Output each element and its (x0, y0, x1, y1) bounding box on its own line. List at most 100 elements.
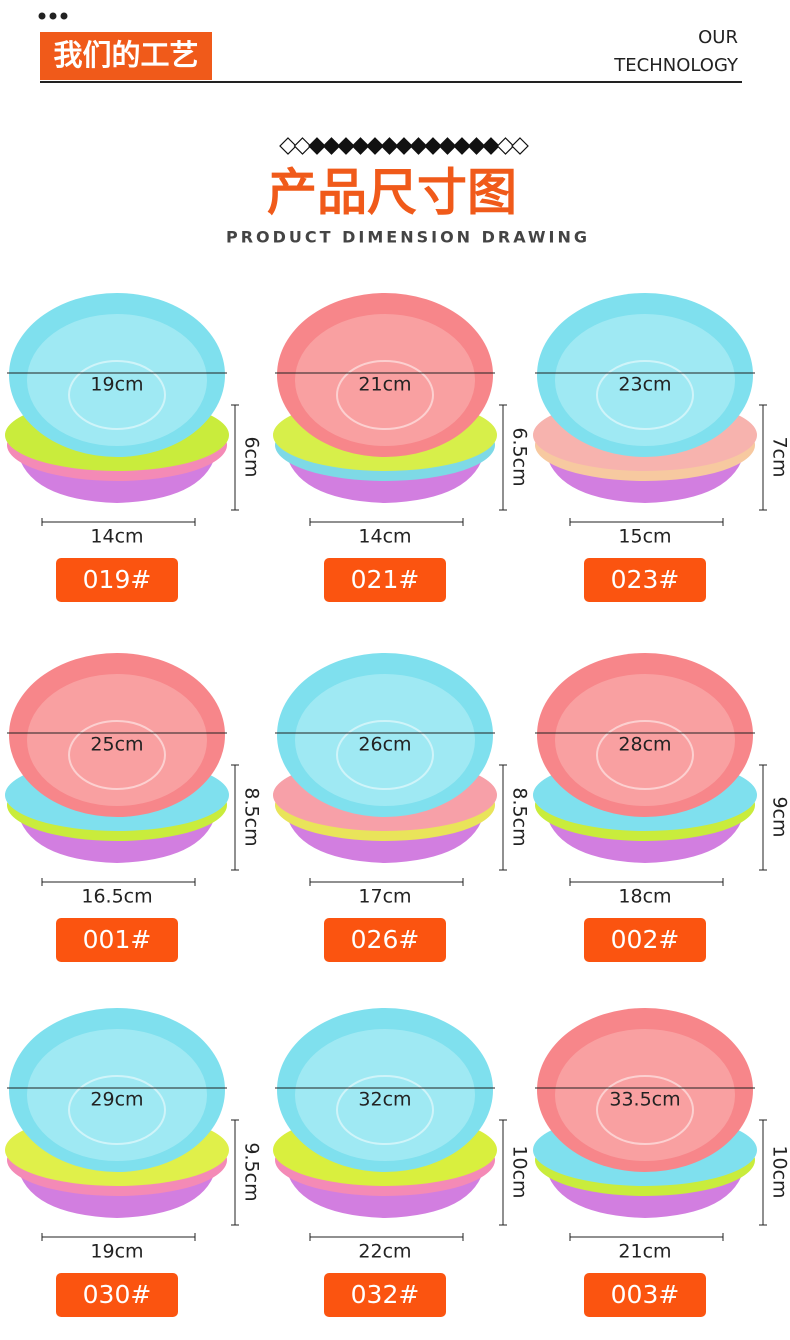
product-code: 021# (351, 565, 420, 594)
product-card: 32cm 10cm 22cm 032# (273, 1008, 531, 1317)
bottom-diameter: 14cm (358, 526, 411, 548)
bowl-base (336, 720, 434, 790)
code-badge (584, 1273, 706, 1317)
bowl-inner (27, 314, 207, 446)
header-badge (40, 32, 212, 80)
bottom-diameter: 21cm (618, 1241, 671, 1263)
code-badge (324, 918, 446, 962)
diamond (293, 137, 312, 155)
height: 10cm (769, 1145, 790, 1198)
bowl-inner (555, 1029, 735, 1161)
top-diameter: 23cm (618, 374, 671, 396)
diamond (322, 137, 341, 155)
bottom-diameter: 15cm (618, 526, 671, 548)
top-diameter: 28cm (618, 734, 671, 756)
bowl-inner (295, 314, 475, 446)
diamond (308, 137, 326, 155)
section-subtitle: PRODUCT DIMENSION DRAWING (226, 228, 590, 247)
bowl-base (68, 360, 166, 430)
header-title: 我们的工艺 (53, 38, 198, 72)
top-diameter: 33.5cm (609, 1089, 680, 1111)
code-badge (56, 558, 178, 602)
product-card: 26cm 8.5cm 17cm 026# (273, 653, 531, 962)
header-subtitle: OUR (698, 27, 738, 48)
height: 10cm (509, 1145, 531, 1198)
code-badge (324, 558, 446, 602)
dot (38, 12, 46, 20)
product-card: 25cm 8.5cm 16.5cm 001# (5, 653, 263, 962)
bowl-base (596, 360, 694, 430)
height: 8.5cm (509, 787, 531, 846)
code-badge (584, 918, 706, 962)
top-diameter: 25cm (90, 734, 143, 756)
top-diameter: 29cm (90, 1089, 143, 1111)
product-code: 019# (83, 565, 152, 594)
bottom-diameter: 22cm (358, 1241, 411, 1263)
diamond-row (279, 137, 529, 155)
product-card: 23cm 7cm 15cm 023# (533, 293, 790, 602)
bottom-diameter: 19cm (90, 1241, 143, 1263)
bottom-diameter: 17cm (358, 886, 411, 908)
code-badge (584, 558, 706, 602)
diamond (467, 137, 486, 155)
diamond (482, 137, 500, 155)
diamond (395, 137, 413, 155)
product-code: 023# (611, 565, 680, 594)
height: 6cm (241, 436, 263, 477)
product-code: 003# (611, 1280, 680, 1309)
diamond (511, 137, 529, 155)
top-diameter: 21cm (358, 374, 411, 396)
bowl-inner (555, 674, 735, 806)
height: 9.5cm (241, 1142, 263, 1201)
product-card: 19cm 6cm 14cm 019# (5, 293, 263, 602)
bowl-inner (295, 1029, 475, 1161)
diamond (380, 137, 399, 155)
diamond (279, 137, 297, 155)
diamond (409, 137, 428, 155)
bowl-base (336, 1075, 434, 1145)
dot (60, 12, 68, 20)
height: 6.5cm (509, 427, 531, 486)
product-code: 032# (351, 1280, 420, 1309)
product-code: 001# (83, 925, 152, 954)
bowl-inner (295, 674, 475, 806)
diamond (438, 137, 457, 155)
bowl-base (336, 360, 434, 430)
bowl-inner (27, 1029, 207, 1161)
header-subtitle: TECHNOLOGY (613, 55, 739, 76)
section-title: 产品尺寸图 (267, 164, 517, 222)
bowl-base (68, 1075, 166, 1145)
diamond (366, 137, 384, 155)
bowl-base (596, 720, 694, 790)
code-badge (56, 918, 178, 962)
diamond (424, 137, 442, 155)
product-card: 33.5cm 10cm 21cm 003# (533, 1008, 790, 1317)
diamond (351, 137, 370, 155)
height: 8.5cm (241, 787, 263, 846)
product-card: 28cm 9cm 18cm 002# (533, 653, 790, 962)
bowl-inner (555, 314, 735, 446)
height: 7cm (769, 436, 790, 477)
product-code: 026# (351, 925, 420, 954)
bottom-diameter: 18cm (618, 886, 671, 908)
height: 9cm (769, 796, 790, 837)
code-badge (324, 1273, 446, 1317)
top-diameter: 19cm (90, 374, 143, 396)
bowl-inner (27, 674, 207, 806)
top-diameter: 32cm (358, 1089, 411, 1111)
product-code: 002# (611, 925, 680, 954)
product-card: 21cm 6.5cm 14cm 021# (273, 293, 531, 602)
top-diameter: 26cm (358, 734, 411, 756)
bottom-diameter: 16.5cm (81, 886, 152, 908)
bowl-base (68, 720, 166, 790)
code-badge (56, 1273, 178, 1317)
diamond (453, 137, 471, 155)
dot (49, 12, 57, 20)
bowl-base (596, 1075, 694, 1145)
diamond (496, 137, 515, 155)
diamond (337, 137, 355, 155)
bottom-diameter: 14cm (90, 526, 143, 548)
product-code: 030# (83, 1280, 152, 1309)
product-card: 29cm 9.5cm 19cm 030# (5, 1008, 263, 1317)
